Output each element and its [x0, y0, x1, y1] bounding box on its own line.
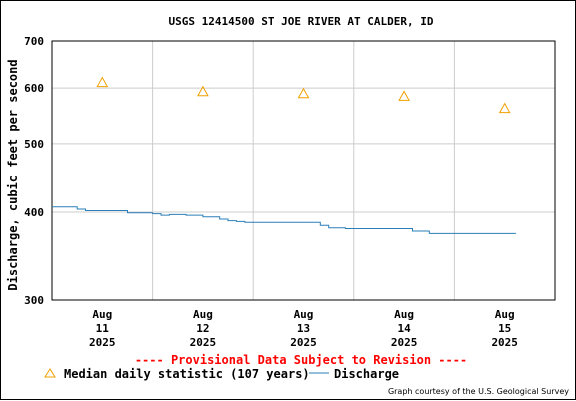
y-tick-label: 700: [24, 35, 44, 48]
plot-area: [52, 41, 555, 300]
chart-title: USGS 12414500 ST JOE RIVER AT CALDER, ID: [169, 15, 434, 28]
data-layer: [52, 76, 516, 234]
y-axis-label: Discharge, cubic feet per second: [6, 59, 20, 290]
x-tick-labels: Aug112025Aug122025Aug132025Aug142025Aug1…: [89, 308, 518, 349]
x-tick-label: 11: [96, 322, 110, 335]
legend-discharge-label: Discharge: [334, 367, 399, 381]
x-tick-label: 14: [397, 322, 411, 335]
y-tick-label: 600: [24, 82, 44, 95]
x-tick-label: 2025: [491, 336, 518, 349]
graph-credit: Graph courtesy of the U.S. Geological Su…: [388, 387, 569, 396]
legend-median-label: Median daily statistic (107 years): [64, 367, 310, 381]
y-tick-label: 500: [24, 138, 44, 151]
x-tick-label: Aug: [394, 308, 414, 321]
median-marker: [498, 102, 511, 114]
legend-triangle-marker: [44, 368, 56, 378]
discharge-line: [52, 206, 516, 234]
median-marker: [197, 85, 209, 97]
y-tick-labels: 300 400 500 600 700: [24, 35, 44, 307]
x-tick-label: 15: [498, 322, 511, 335]
x-tick-label: Aug: [193, 308, 213, 321]
provisional-notice: ---- Provisional Data Subject to Revisio…: [135, 353, 467, 367]
x-tick-label: Aug: [92, 308, 112, 321]
legend: Median daily statistic (107 years) Disch…: [44, 367, 399, 381]
x-tick-label: 2025: [190, 336, 217, 349]
median-marker: [398, 90, 410, 101]
y-tick-label: 300: [24, 294, 44, 307]
plot-border: [51, 40, 556, 301]
x-tick-label: 2025: [89, 336, 116, 349]
x-tick-label: Aug: [495, 308, 515, 321]
y-tick-label: 400: [24, 206, 44, 219]
median-marker: [297, 87, 310, 99]
median-marker: [96, 76, 109, 88]
x-tick-label: 2025: [290, 336, 317, 349]
x-tick-label: Aug: [294, 308, 314, 321]
x-tick-label: 12: [196, 322, 209, 335]
x-tick-label: 13: [297, 322, 310, 335]
x-tick-label: 2025: [391, 336, 418, 349]
